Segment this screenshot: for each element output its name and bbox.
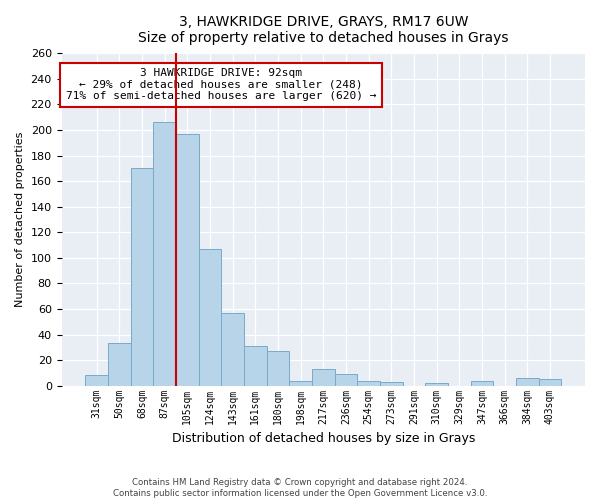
Bar [199, 249, 221, 386]
Bar [131, 168, 154, 386]
Bar [85, 376, 108, 386]
Bar [154, 122, 176, 386]
Text: Contains HM Land Registry data © Crown copyright and database right 2024.
Contai: Contains HM Land Registry data © Crown c… [113, 478, 487, 498]
Bar [357, 380, 380, 386]
Bar [176, 134, 199, 386]
Bar [244, 346, 266, 386]
Bar [312, 369, 335, 386]
Y-axis label: Number of detached properties: Number of detached properties [15, 132, 25, 307]
Bar [221, 313, 244, 386]
Bar [425, 383, 448, 386]
Bar [539, 379, 561, 386]
Text: 3 HAWKRIDGE DRIVE: 92sqm
← 29% of detached houses are smaller (248)
71% of semi-: 3 HAWKRIDGE DRIVE: 92sqm ← 29% of detach… [66, 68, 376, 102]
Bar [470, 380, 493, 386]
Title: 3, HAWKRIDGE DRIVE, GRAYS, RM17 6UW
Size of property relative to detached houses: 3, HAWKRIDGE DRIVE, GRAYS, RM17 6UW Size… [138, 15, 509, 45]
X-axis label: Distribution of detached houses by size in Grays: Distribution of detached houses by size … [172, 432, 475, 445]
Bar [108, 344, 131, 386]
Bar [516, 378, 539, 386]
Bar [380, 382, 403, 386]
Bar [289, 380, 312, 386]
Bar [266, 351, 289, 386]
Bar [335, 374, 357, 386]
